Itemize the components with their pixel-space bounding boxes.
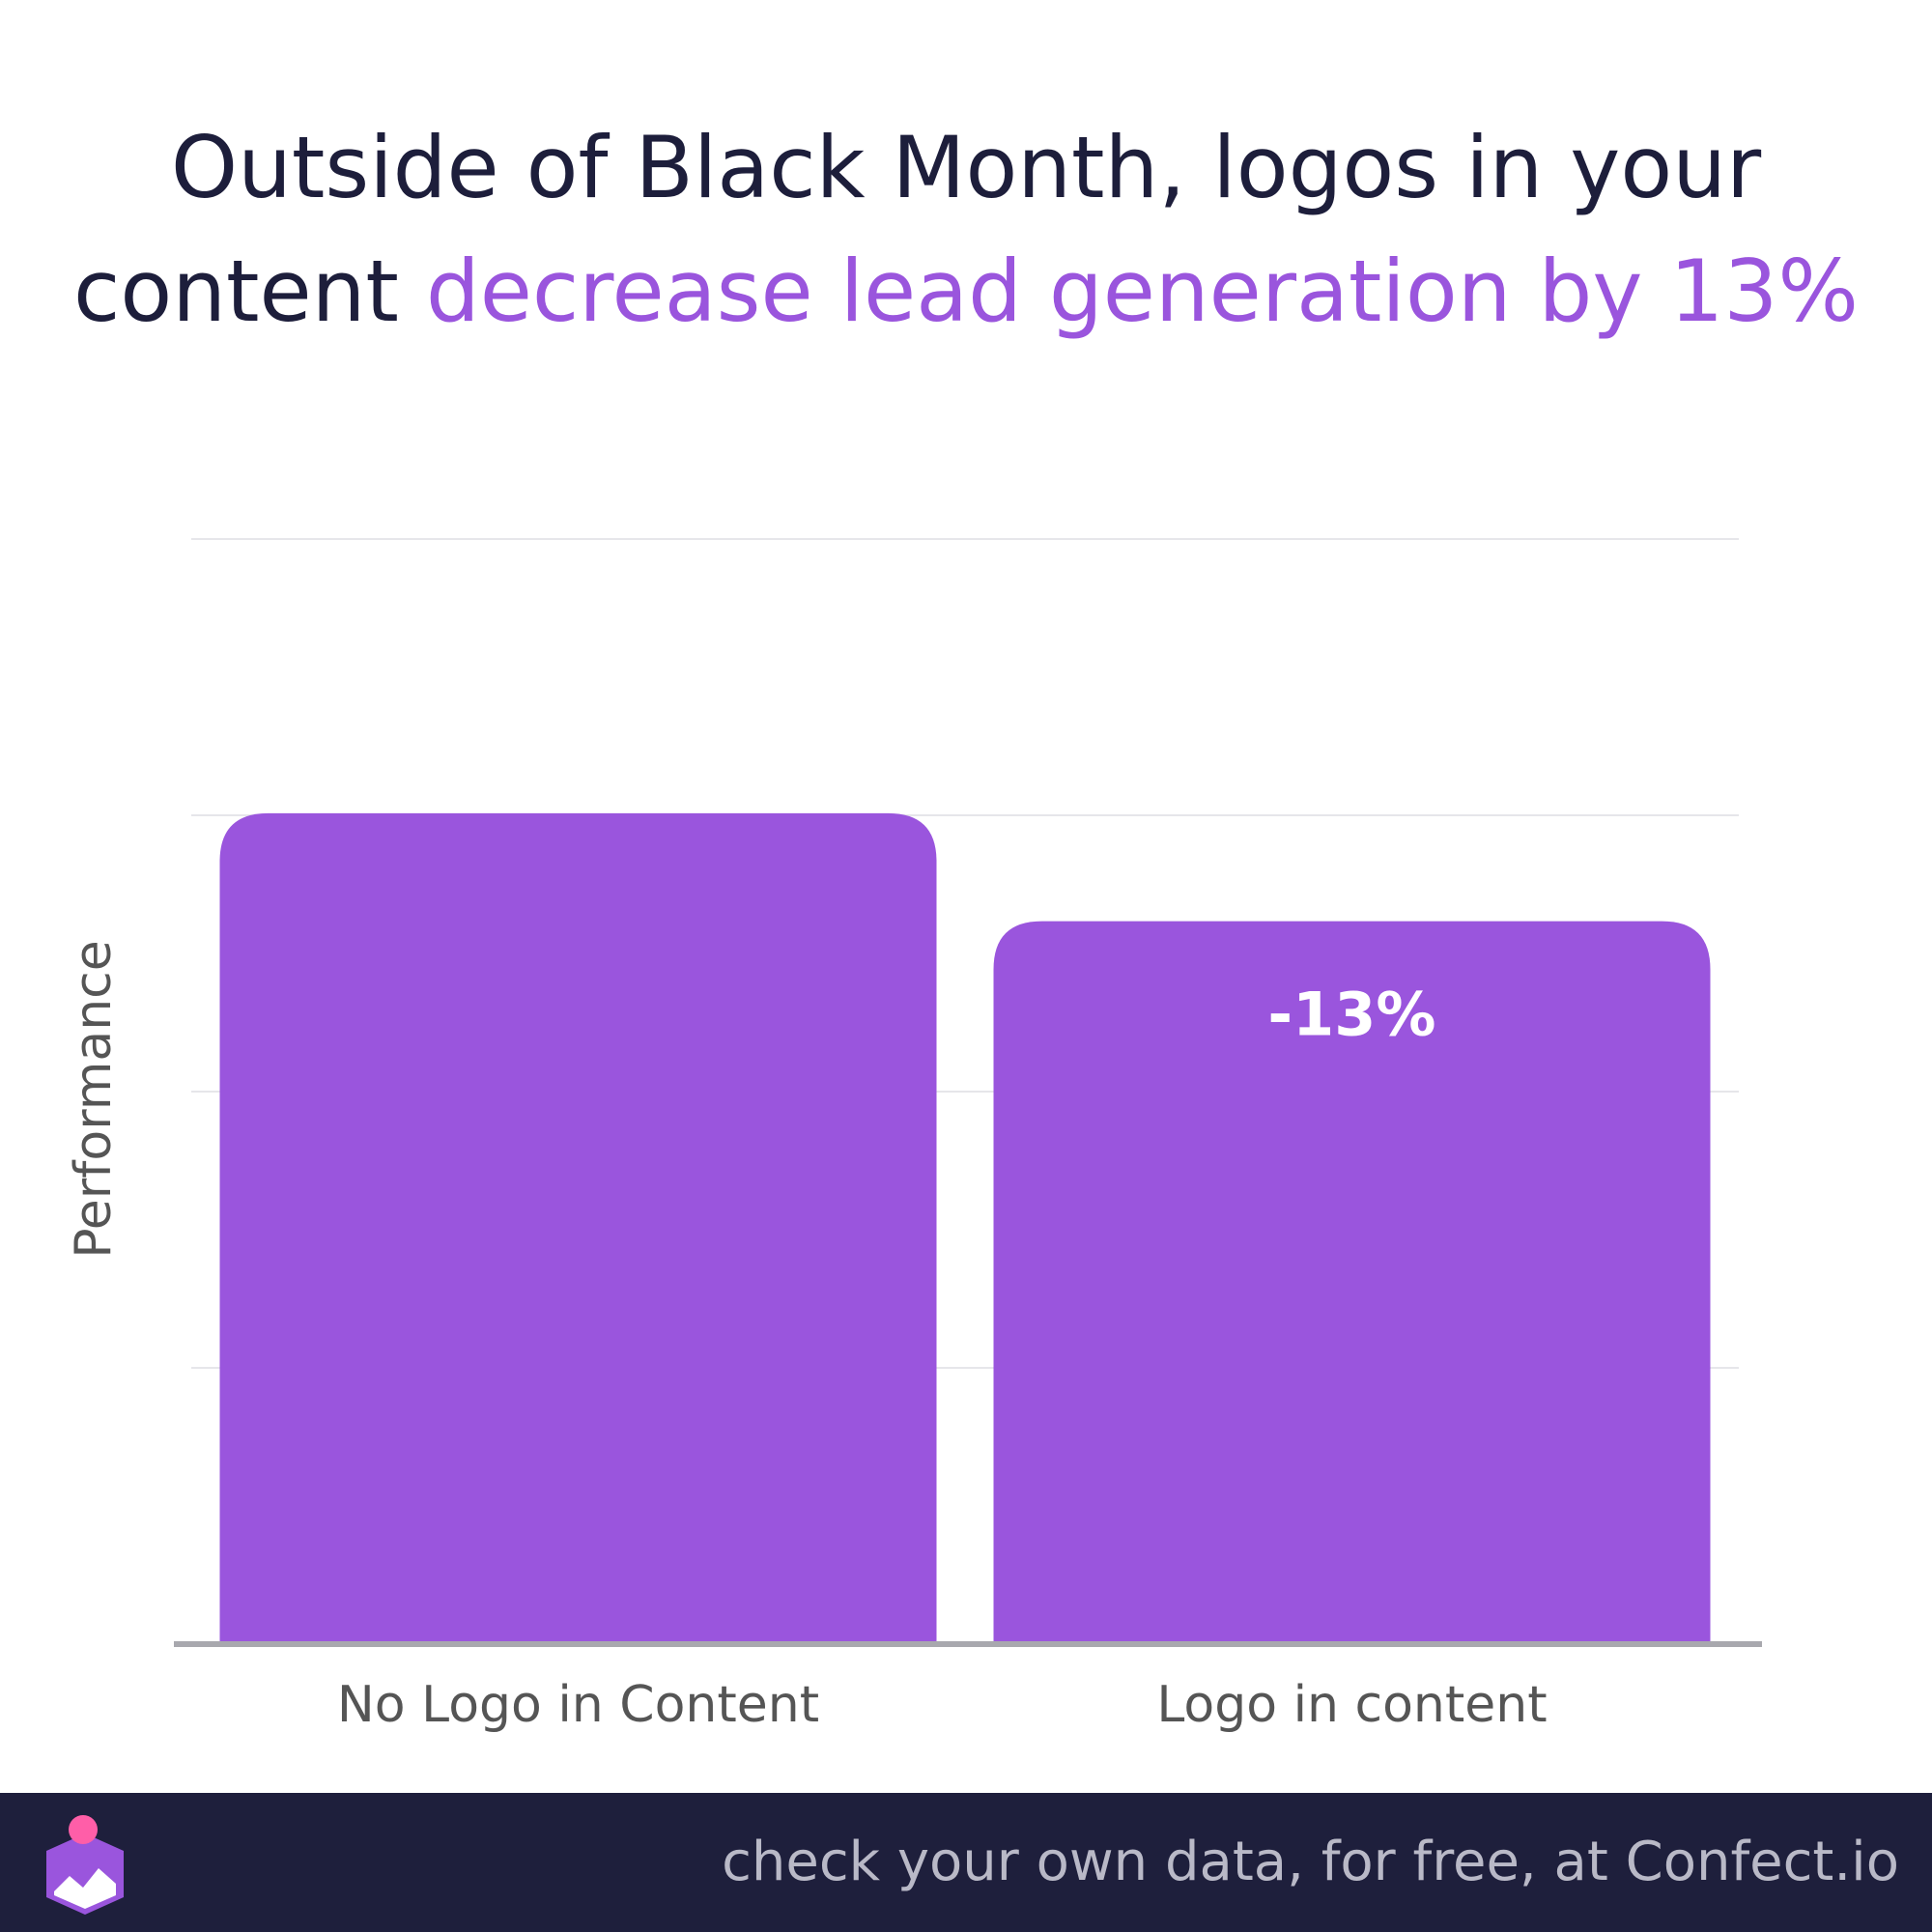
y-axis-label: Performance xyxy=(65,940,123,1259)
footer-cta-text[interactable]: check your own data, for free, at Confec… xyxy=(722,1831,1899,1893)
bar-chart: No Logo in Content Logo in content -13% Pe… xyxy=(65,538,1762,1734)
title-line-2-prefix: content xyxy=(73,242,426,341)
title-line-2-highlight: decrease lead generation by 13% xyxy=(425,242,1859,341)
footer-bar: check your own data, for free, at Confec… xyxy=(0,1793,1932,1932)
title-line-1: Outside of Black Month, logos in your xyxy=(170,118,1762,217)
bar-0[interactable] xyxy=(219,812,937,1644)
data-label-1: -13% xyxy=(1267,980,1435,1050)
x-tick-label-1: Logo in content xyxy=(1156,1676,1547,1734)
chart-title: Outside of Black Month, logos in your co… xyxy=(39,106,1893,354)
confect-logo-icon[interactable] xyxy=(37,1812,133,1918)
x-tick-label-0: No Logo in Content xyxy=(337,1676,819,1734)
bar-1[interactable] xyxy=(993,921,1711,1644)
